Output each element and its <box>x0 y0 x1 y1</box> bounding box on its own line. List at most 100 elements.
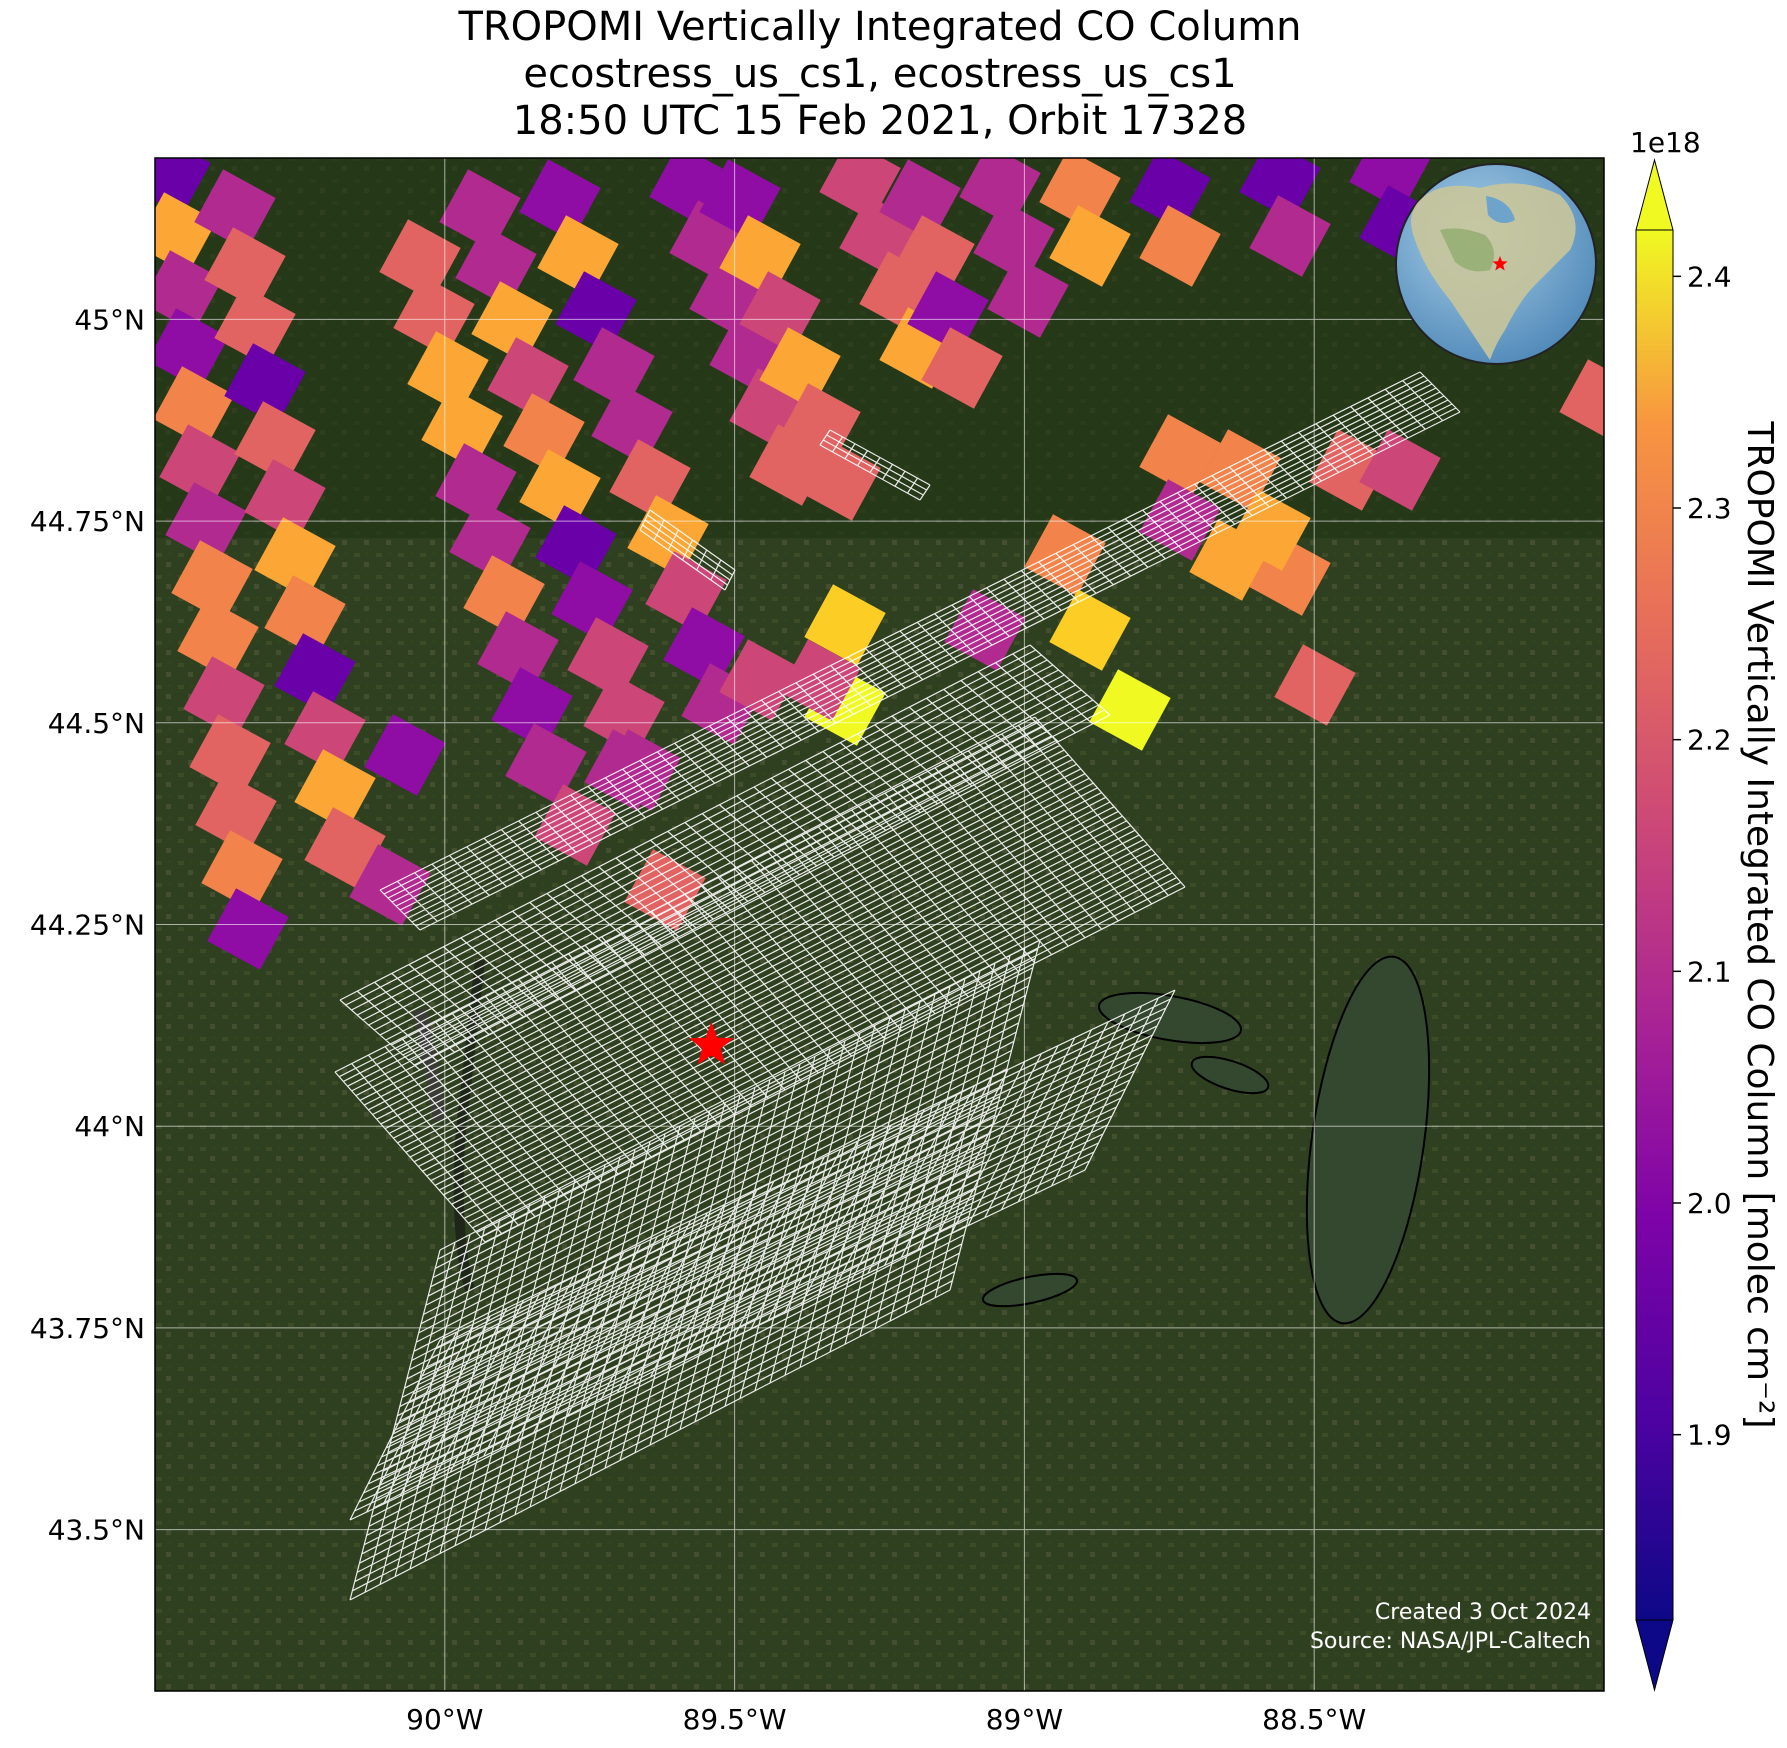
colorbar-tick-label: 2.3 <box>1687 492 1732 525</box>
co-pixel <box>421 387 503 469</box>
co-pixel <box>1089 669 1171 751</box>
north-america-shape <box>1411 183 1576 360</box>
co-pixel <box>645 551 727 633</box>
co-pixel <box>893 215 975 297</box>
co-pixel <box>583 673 665 755</box>
lon-tick-label: 89°W <box>986 1703 1063 1736</box>
co-pixel <box>155 250 223 332</box>
co-pixel <box>537 215 619 297</box>
co-pixel <box>177 598 259 680</box>
co-pixel <box>155 366 235 448</box>
colorbar-tick-label: 2.2 <box>1687 724 1732 757</box>
co-pixel <box>1039 158 1121 231</box>
co-pixel <box>214 285 296 367</box>
lon-tick-label: 89.5°W <box>683 1703 787 1736</box>
co-pixel <box>535 505 617 587</box>
co-pixel <box>194 169 276 251</box>
co-pixel <box>567 617 649 699</box>
co-pixel <box>921 327 1003 409</box>
co-pixel <box>165 482 247 564</box>
co-pixel <box>155 308 229 390</box>
title-line-3: 18:50 UTC 15 Feb 2021, Orbit 17328 <box>513 98 1247 144</box>
co-pixel <box>1229 489 1311 571</box>
colorbar-multiplier: 1e18 <box>1630 126 1701 159</box>
lat-tick-label: 44.75°N <box>30 505 145 538</box>
co-pixel <box>699 159 781 241</box>
co-pixel <box>551 561 633 643</box>
map-panel <box>155 158 1604 1691</box>
lat-tick-label: 43.5°N <box>48 1514 145 1547</box>
ecostress-swath <box>349 989 1176 1521</box>
co-pixel <box>204 227 286 309</box>
lat-tick-label: 44.5°N <box>48 707 145 740</box>
co-pixel <box>491 667 573 749</box>
co-pixel <box>1049 205 1131 287</box>
colorbar-extend-top <box>1635 158 1674 231</box>
co-pixel <box>719 639 801 721</box>
co-pixel <box>719 215 801 297</box>
ecostress-swath <box>819 429 931 501</box>
lat-tick-label: 45°N <box>74 303 145 336</box>
colorbar-extend-bottom <box>1635 1619 1674 1692</box>
co-pixel <box>463 555 545 637</box>
co-pixel <box>254 517 336 599</box>
co-pixel <box>987 256 1069 338</box>
co-pixel <box>1139 414 1221 496</box>
ecostress-swath <box>334 716 1186 1243</box>
lon-tick-labels: 90°W 89.5°W 89°W 88.5°W <box>406 1703 1366 1736</box>
co-pixel <box>1129 158 1211 231</box>
co-pixel <box>609 439 691 521</box>
co-pixel <box>159 424 241 506</box>
lon-tick-label: 88.5°W <box>1262 1703 1366 1736</box>
co-pixel <box>171 540 253 622</box>
globe-star-icon <box>1492 256 1508 271</box>
co-pixel <box>435 443 517 525</box>
co-pixel <box>519 449 601 531</box>
co-pixel <box>1049 589 1131 671</box>
co-pixel <box>183 656 265 738</box>
co-pixel <box>1309 429 1391 511</box>
co-pixel <box>907 271 989 353</box>
colorbar-ticks: 1.9 2.0 2.1 2.2 2.3 2.4 <box>1673 260 1732 1452</box>
co-pixel <box>274 633 356 715</box>
co-pixel <box>439 169 521 251</box>
ecostress-swath <box>379 371 1461 931</box>
colorbar-tick-label: 2.4 <box>1687 260 1732 293</box>
title-line-1: TROPOMI Vertically Integrated CO Column <box>457 4 1301 50</box>
co-pixel <box>505 723 587 805</box>
co-pixel <box>455 225 537 307</box>
co-pixel <box>195 772 277 854</box>
wisconsin-river <box>453 959 485 1292</box>
lake-winnebago <box>1305 955 1431 1325</box>
co-pixel <box>487 337 569 419</box>
co-pixel <box>364 714 446 796</box>
co-pixel <box>201 830 283 912</box>
lon-tick-label: 90°W <box>406 1703 483 1736</box>
colorbar-body <box>1635 229 1674 1621</box>
co-pixel <box>1239 158 1321 221</box>
co-pixel <box>759 327 841 409</box>
co-pixel <box>555 271 637 353</box>
colorbar-tick-label: 2.0 <box>1687 1187 1732 1220</box>
colorbar-tick-label: 2.1 <box>1687 955 1732 988</box>
co-pixel <box>879 159 961 241</box>
co-pixel <box>477 611 559 693</box>
co-pixel <box>1274 644 1356 726</box>
map-frame <box>154 157 1605 1692</box>
co-pixel <box>1359 429 1441 511</box>
colorbar-label: TROPOMI Vertically Integrated CO Column … <box>1739 420 1780 1428</box>
lat-tick-labels: 45°N 44.75°N 44.5°N 44.25°N 44°N 43.75°N 43.5°… <box>30 303 145 1546</box>
co-pixel <box>1249 195 1331 277</box>
lat-tick-label: 44°N <box>74 1110 145 1143</box>
co-pixel <box>779 383 861 465</box>
ecostress-swath <box>639 509 736 591</box>
title-line-2: ecostress_us_cs1, ecostress_us_cs1 <box>523 51 1236 97</box>
co-pixel <box>393 275 475 357</box>
co-pixel <box>663 607 745 689</box>
site-star-icon <box>689 1022 734 1065</box>
created-date: Created 3 Oct 2024 <box>1375 1600 1591 1625</box>
ecostress-swath <box>339 644 1111 1071</box>
colorbar: 1e18 1.9 2.0 2.1 2.2 2.3 2.4 TROPOMI Vertical… <box>1630 126 1780 1692</box>
co-pixel <box>244 459 326 541</box>
